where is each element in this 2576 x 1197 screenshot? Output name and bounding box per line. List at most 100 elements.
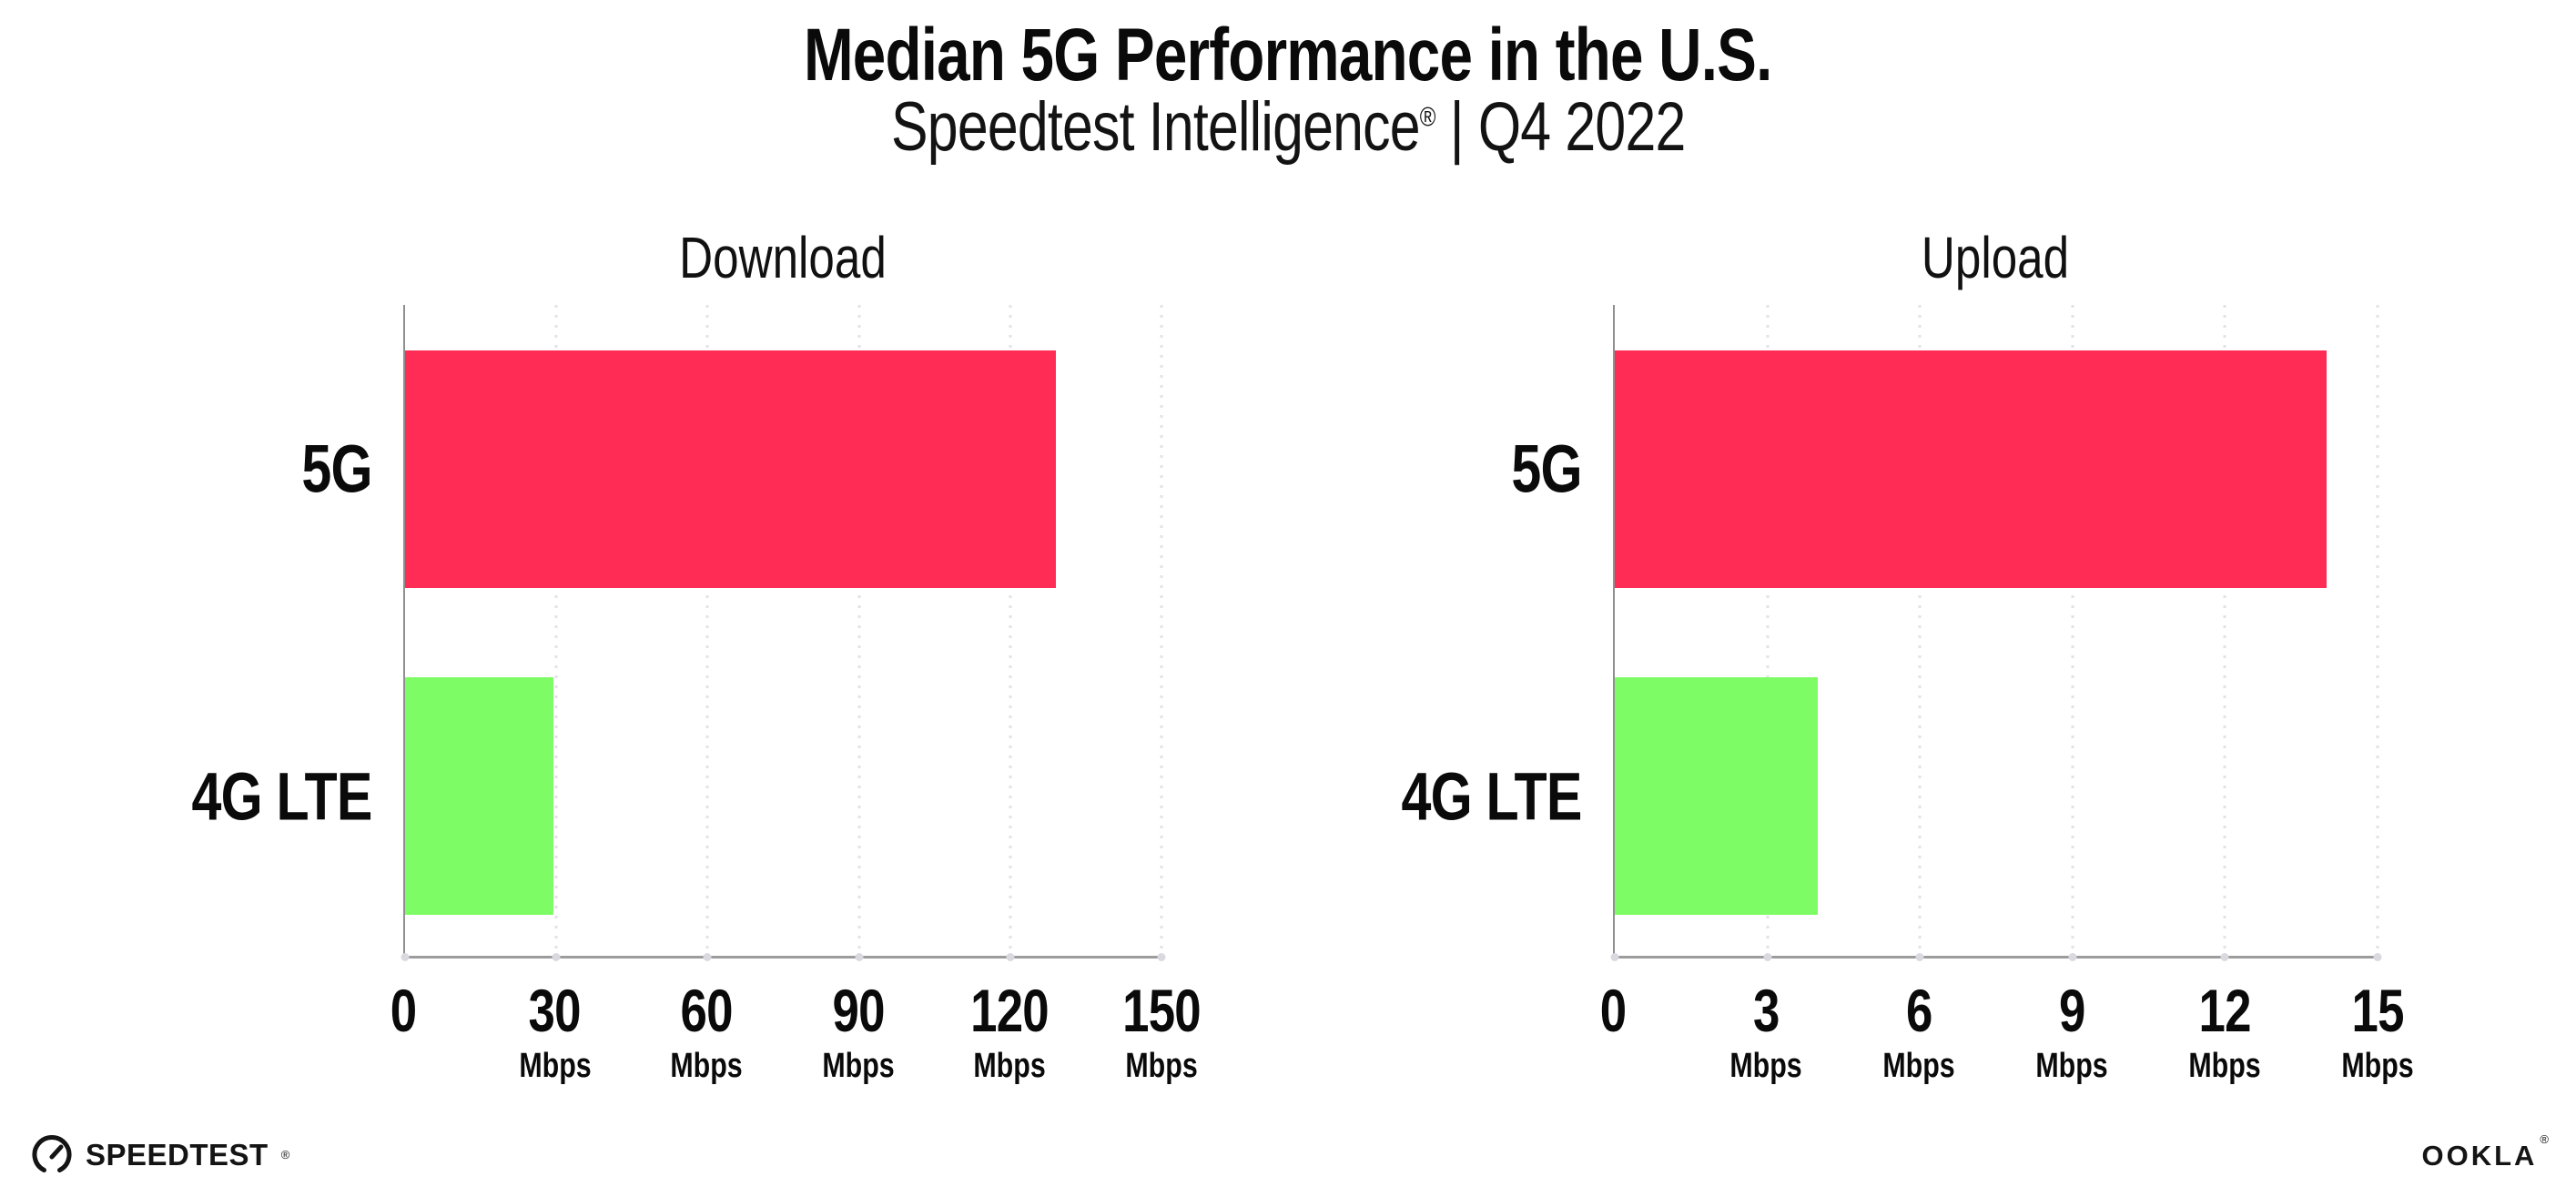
download-panel-title: Download: [654, 224, 913, 291]
bar-5g: [1615, 350, 2328, 588]
bar-5g: [405, 350, 1056, 588]
x-tick-value: 9: [2026, 980, 2116, 1040]
axis-tick-dot-30: [552, 953, 561, 961]
axis-tick-dot-3: [1763, 953, 1772, 961]
x-tick-unit-text: Mbps: [2188, 1047, 2261, 1085]
x-tick-unit-text: Mbps: [1125, 1047, 1198, 1085]
x-tick-value-text: 15: [2351, 977, 2404, 1044]
x-tick-unit-text: Mbps: [2035, 1047, 2108, 1085]
category-label-text-5g: 5G: [301, 431, 373, 507]
category-label-5g: 5G: [284, 431, 373, 508]
category-label-5g: 5G: [1494, 431, 1583, 508]
x-tick-0: 0: [1597, 959, 1629, 1040]
x-tick-value-text: 0: [390, 977, 417, 1044]
x-tick-unit: Mbps: [813, 1047, 903, 1086]
gridline-60-mbps: [705, 305, 709, 956]
x-tick-value: 15: [2332, 980, 2422, 1040]
gridline-15-mbps: [2376, 305, 2379, 956]
x-tick-value: 0: [387, 980, 420, 1040]
x-tick-unit-text: Mbps: [518, 1047, 592, 1085]
download-panel-title-text: Download: [679, 225, 887, 290]
gridline-9-mbps: [2071, 305, 2074, 956]
x-tick-150: 150 Mbps: [1112, 959, 1210, 1086]
x-tick-unit: Mbps: [961, 1047, 1059, 1086]
download-x-axis: 0 30 Mbps 60 Mbps 90 Mbps 120 Mbps 150 Mbps: [390, 959, 1202, 1104]
download-plot-area: 5G 4G LTE: [192, 305, 1166, 961]
x-tick-30: 30 Mbps: [510, 959, 600, 1086]
category-label-4g-lte: 4G LTE: [147, 757, 373, 835]
x-tick-90: 90 Mbps: [813, 959, 903, 1086]
axis-tick-dot-9: [2068, 953, 2077, 961]
speedtest-gauge-icon: [32, 1135, 72, 1172]
axis-tick-dot-12: [2220, 953, 2229, 961]
x-tick-value-text: 9: [2058, 977, 2085, 1044]
axis-tick-dot-15: [2373, 953, 2382, 961]
axis-tick-dot-120: [1006, 953, 1015, 961]
x-tick-value: 3: [1720, 980, 1810, 1040]
gridline-6-mbps: [1918, 305, 1922, 956]
bar-4g-lte: [1615, 677, 1819, 916]
gridline-3-mbps: [1766, 305, 1770, 956]
x-tick-6: 6 Mbps: [1873, 959, 1963, 1086]
x-tick-0: 0: [387, 959, 420, 1040]
ookla-wordmark: OOKLA: [2421, 1140, 2538, 1172]
axis-tick-dot-90: [855, 953, 864, 961]
x-tick-value: 150: [1112, 980, 1210, 1040]
gridline-12-mbps: [2223, 305, 2226, 956]
x-tick-value: 12: [2179, 980, 2269, 1040]
bar-4g-lte: [405, 677, 554, 916]
x-tick-3: 3 Mbps: [1720, 959, 1810, 1086]
category-label-text-5g: 5G: [1511, 431, 1583, 507]
x-tick-unit-text: Mbps: [822, 1047, 895, 1085]
category-label-text-4g-lte: 4G LTE: [191, 758, 373, 835]
registered-mark: ®: [1419, 102, 1435, 133]
x-tick-unit: Mbps: [2179, 1047, 2269, 1086]
x-tick-unit: Mbps: [2026, 1047, 2116, 1086]
upload-plot-area: 5G 4G LTE: [1402, 305, 2382, 961]
x-tick-value-text: 6: [1905, 977, 1932, 1044]
x-tick-unit: Mbps: [2332, 1047, 2422, 1086]
category-label-text-4g-lte: 4G LTE: [1401, 758, 1583, 835]
x-tick-value-text: 30: [529, 977, 582, 1044]
upload-x-axis: 0 3 Mbps 6 Mbps 9 Mbps 12 Mbps 15 Mbps: [1600, 959, 2414, 1104]
gridline-120-mbps: [1009, 305, 1012, 956]
x-tick-value-text: 150: [1122, 977, 1202, 1044]
x-tick-value: 6: [1873, 980, 1963, 1040]
x-tick-value: 60: [662, 980, 752, 1040]
gridline-30-mbps: [554, 305, 558, 956]
axis-tick-dot-6: [1915, 953, 1924, 961]
x-tick-value-text: 90: [832, 977, 885, 1044]
x-tick-unit: Mbps: [662, 1047, 752, 1086]
x-tick-unit-text: Mbps: [1882, 1047, 1955, 1085]
x-tick-unit: Mbps: [1873, 1047, 1963, 1086]
figure-subtitle: Speedtest Intelligence® | Q4 2022: [0, 87, 2576, 167]
gridline-90-mbps: [857, 305, 861, 956]
x-tick-unit: Mbps: [510, 1047, 600, 1086]
axis-tick-dot-0: [1610, 953, 1619, 961]
axis-tick-dot-150: [1157, 953, 1166, 961]
subtitle-period: | Q4 2022: [1435, 88, 1686, 166]
figure-subtitle-text: Speedtest Intelligence® | Q4 2022: [891, 87, 1686, 167]
x-tick-unit: Mbps: [1720, 1047, 1810, 1086]
x-tick-120: 120 Mbps: [961, 959, 1059, 1086]
x-tick-unit-text: Mbps: [670, 1047, 743, 1085]
x-tick-unit-text: Mbps: [973, 1047, 1047, 1085]
x-tick-value: 120: [961, 980, 1059, 1040]
x-tick-value-text: 3: [1752, 977, 1780, 1044]
x-tick-9: 9 Mbps: [2026, 959, 2116, 1086]
figure-title: Median 5G Performance in the U.S.: [0, 13, 2576, 98]
x-tick-12: 12 Mbps: [2179, 959, 2269, 1086]
axis-tick-dot-60: [703, 953, 712, 961]
x-tick-value-text: 12: [2198, 977, 2251, 1044]
x-tick-value: 0: [1597, 980, 1629, 1040]
x-tick-value: 90: [813, 980, 903, 1040]
speedtest-logo: SPEEDTEST ®: [31, 1134, 289, 1176]
x-tick-15: 15 Mbps: [2332, 959, 2422, 1086]
x-tick-unit-text: Mbps: [2341, 1047, 2414, 1085]
x-tick-value: 30: [510, 980, 600, 1040]
x-tick-unit: Mbps: [1112, 1047, 1210, 1086]
category-label-4g-lte: 4G LTE: [1356, 757, 1583, 835]
x-tick-unit-text: Mbps: [1729, 1047, 1802, 1085]
upload-panel-title: Upload: [1903, 224, 2088, 291]
